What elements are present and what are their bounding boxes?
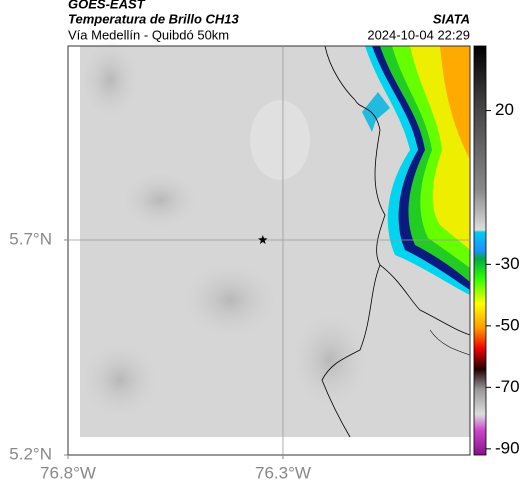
subtitle: Vía Medellín - Quibdó 50km xyxy=(68,27,229,42)
y-tick-label: 5.7°N xyxy=(9,229,52,248)
datetime: 2024-10-04 22:29 xyxy=(367,27,470,42)
y-tick-label: 5.2°N xyxy=(9,444,52,463)
location-marker xyxy=(258,235,268,244)
x-tick-label: 76.3°W xyxy=(255,463,311,482)
map-frame xyxy=(67,45,471,456)
title: Temperatura de Brillo CH13 xyxy=(68,11,240,26)
brand: SIATA xyxy=(433,11,470,26)
colorbar-tick-label: -50 xyxy=(495,315,520,334)
colorbar-tick-label: 20 xyxy=(495,100,514,119)
x-tick-label: 76.8°W xyxy=(40,463,96,482)
source: GOES-EAST xyxy=(68,0,146,11)
colorbar-tick-label: -70 xyxy=(495,377,520,396)
map-image xyxy=(80,40,471,438)
colorbar-tick-label: -30 xyxy=(495,254,520,273)
colorbar-tick-label: -90 xyxy=(495,438,520,457)
colorbar xyxy=(473,45,487,456)
